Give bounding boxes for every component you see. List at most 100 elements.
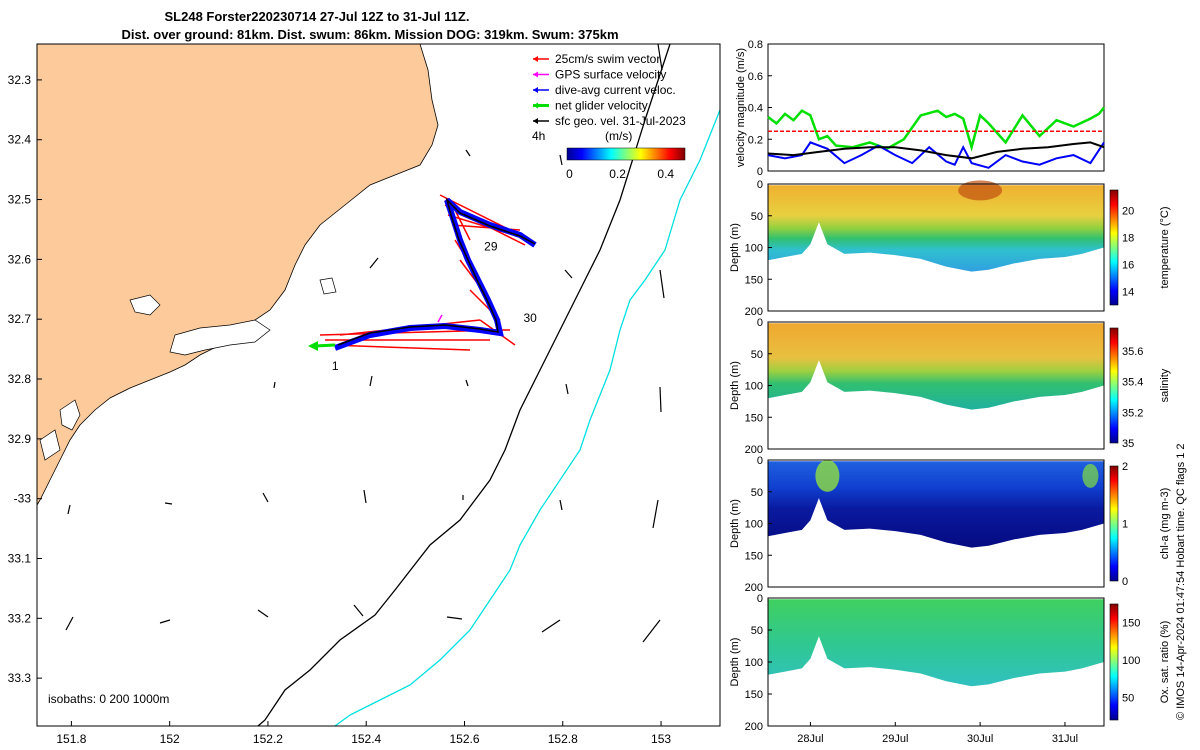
depth-tick-label: 50 xyxy=(751,625,763,637)
map-panel: 151.8 152 152.2 152.4 152.6 152.8 153 32.3 32.4 3… xyxy=(8,43,721,746)
colorbar-label: temperature (°C) xyxy=(1159,206,1171,288)
section-colorbar xyxy=(1109,465,1119,582)
colorbar-tick-label: 150 xyxy=(1122,618,1140,630)
depth-tick-label: 100 xyxy=(745,243,763,255)
depth-tick-label: 50 xyxy=(751,487,763,499)
lon-tick-label: 152 xyxy=(160,732,180,746)
day-label: 1 xyxy=(332,359,339,373)
depth-tick-label: 0 xyxy=(757,455,763,467)
legend-arrowhead xyxy=(533,56,538,62)
footer-note: © IMOS 14-Apr-2024 01:47:54 Hobart time.… xyxy=(1175,443,1187,720)
lon-tick-label: 151.8 xyxy=(56,732,86,746)
section-warm-patch xyxy=(958,180,1003,201)
colorbar-tick-label: 14 xyxy=(1122,286,1134,298)
legend-label: net glider velocity xyxy=(555,99,648,113)
lon-tick-label: 152.6 xyxy=(449,732,479,746)
legend-extra: 4h xyxy=(532,129,545,143)
section-ylabel: Depth (m) xyxy=(729,223,741,272)
section-ylabel: Depth (m) xyxy=(729,361,741,410)
colorbar-tick-label: 2 xyxy=(1122,461,1128,473)
legend-arrowhead xyxy=(533,71,538,78)
legend-label: GPS surface velocity xyxy=(555,68,666,82)
section-field xyxy=(768,461,1104,548)
map-axis-ticks: 151.8 152 152.2 152.4 152.6 152.8 153 32.3 32.4 3… xyxy=(8,73,672,746)
map-colorbar-tick: 0.2 xyxy=(609,167,626,181)
depth-tick-label: 50 xyxy=(751,349,763,361)
header-line-1: SL248 Forster220230714 27-Jul 12Z to 31-… xyxy=(165,9,470,24)
day-labels: 1 29 30 xyxy=(332,239,537,373)
velocity-series-line xyxy=(767,141,1105,160)
section-colorbar xyxy=(1109,189,1119,306)
lat-tick-label: 32.3 xyxy=(8,73,32,87)
map-colorbar-tick: 0 xyxy=(566,167,573,181)
map-legend: 25cm/s swim vector GPS surface velocitydi… xyxy=(532,52,686,181)
colorbar-unit: (m/s) xyxy=(605,129,632,143)
depth-tick-label: 50 xyxy=(751,211,763,223)
section-ylabel: Depth (m) xyxy=(729,499,741,548)
colorbar-tick-label: 20 xyxy=(1122,205,1134,217)
date-tick-label: 30Jul xyxy=(967,733,993,745)
geo-velocity-arrows xyxy=(65,43,665,643)
depth-tick-label: 0 xyxy=(757,179,763,191)
section-colorbar xyxy=(1109,603,1119,721)
legend-arrowhead xyxy=(533,102,538,109)
map-colorbar-tick: 0.4 xyxy=(657,167,674,181)
lat-tick-label: 33.2 xyxy=(8,611,32,625)
depth-tick-label: 0 xyxy=(757,593,763,605)
depth-tick-label: 100 xyxy=(745,381,763,393)
colorbar-tick-label: 35.2 xyxy=(1122,407,1143,419)
depth-tick-label: 150 xyxy=(745,550,763,562)
lat-tick-label: -33 xyxy=(14,492,32,506)
lon-tick-label: 152.8 xyxy=(548,732,578,746)
section-colorbar xyxy=(1109,327,1119,444)
depth-tick-label: 150 xyxy=(745,412,763,424)
depth-tick-label: 100 xyxy=(745,519,763,531)
velocity-ytick-label: 0.4 xyxy=(748,103,763,115)
depth-tick-label: 200 xyxy=(745,306,763,318)
legend-arrowhead xyxy=(533,87,538,93)
date-tick-label: 28Jul xyxy=(797,733,823,745)
header-line-2: Dist. over ground: 81km. Dist. swum: 86k… xyxy=(121,27,618,42)
colorbar-tick-label: 100 xyxy=(1122,655,1140,667)
lat-tick-label: 32.7 xyxy=(8,312,32,326)
section-field xyxy=(768,185,1104,272)
section-ylabel: Depth (m) xyxy=(729,638,741,687)
colorbar-tick-label: 35 xyxy=(1122,438,1134,450)
legend-label: dive-avg current veloc. xyxy=(555,83,676,97)
day-label: 30 xyxy=(523,311,537,325)
lat-tick-label: 32.6 xyxy=(8,252,32,266)
velocity-ytick-label: 0.8 xyxy=(748,39,763,51)
depth-tick-label: 100 xyxy=(745,657,763,669)
lat-tick-label: 32.4 xyxy=(8,133,32,147)
legend-label: 25cm/s swim vector xyxy=(555,52,660,66)
depth-tick-label: 150 xyxy=(745,274,763,286)
depth-tick-label: 200 xyxy=(745,721,763,733)
depth-tick-label: 200 xyxy=(745,444,763,456)
colorbar-tick-label: 35.6 xyxy=(1122,346,1143,358)
lat-tick-label: 32.8 xyxy=(8,372,32,386)
isobath-200 xyxy=(257,43,671,727)
velocity-plot-area xyxy=(767,43,1105,172)
colorbar-tick-label: 1 xyxy=(1122,519,1128,531)
glider-track xyxy=(333,197,537,351)
lat-tick-label: 32.5 xyxy=(8,193,32,207)
lat-tick-label: 33.3 xyxy=(8,671,32,685)
lon-tick-label: 152.4 xyxy=(351,732,381,746)
lon-tick-label: 152.2 xyxy=(253,732,283,746)
chl-maximum-patch xyxy=(1082,463,1099,488)
map-colorbar xyxy=(566,147,686,161)
velocity-ytick-label: 0.2 xyxy=(748,134,763,146)
velocity-ytick-label: 0.6 xyxy=(748,71,763,83)
day-label: 29 xyxy=(484,239,498,253)
velocity-ytick-label: 0 xyxy=(757,166,763,178)
net-velocity-arrow xyxy=(314,343,336,348)
lat-tick-label: 33.1 xyxy=(8,551,32,565)
colorbar-tick-label: 0 xyxy=(1122,576,1128,588)
colorbar-label: chl-a (mg m-3) xyxy=(1159,488,1171,560)
colorbar-tick-label: 16 xyxy=(1122,259,1134,271)
lon-tick-label: 153 xyxy=(651,732,671,746)
depth-tick-label: 200 xyxy=(745,582,763,594)
